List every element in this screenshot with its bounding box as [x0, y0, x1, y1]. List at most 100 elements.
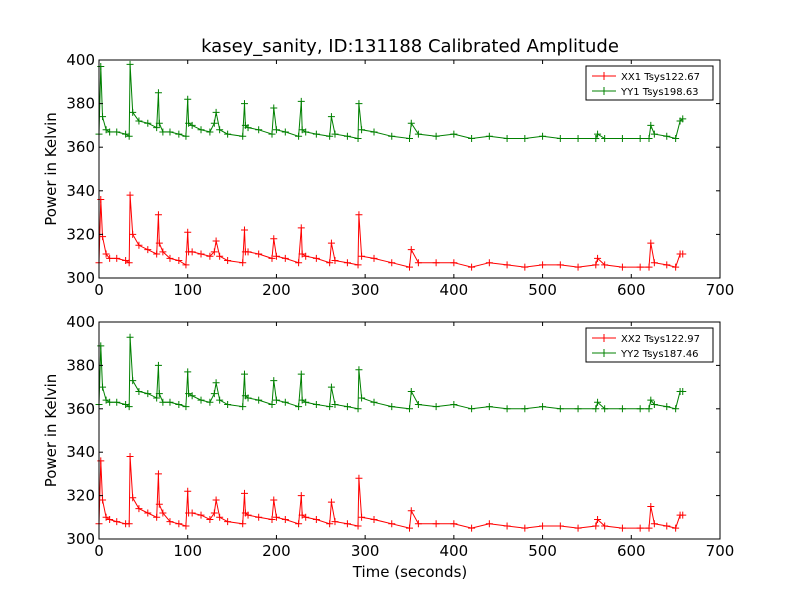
data-point [636, 263, 644, 271]
data-point [485, 403, 493, 411]
data-point [432, 132, 440, 140]
data-point [312, 254, 320, 262]
data-point [102, 396, 110, 404]
data-point [539, 522, 547, 530]
data-point [672, 405, 680, 413]
data-point [485, 132, 493, 140]
data-point [355, 211, 363, 219]
data-point [184, 95, 192, 103]
data-point [135, 117, 143, 125]
data-point [618, 405, 626, 413]
data-point [358, 126, 366, 134]
data-point [295, 132, 303, 140]
data-point [239, 132, 247, 140]
data-point [268, 130, 276, 138]
data-point [358, 394, 366, 402]
data-point [255, 513, 263, 521]
data-point [113, 398, 121, 406]
data-point [281, 128, 289, 136]
data-point [354, 261, 362, 269]
data-point [298, 511, 306, 519]
data-point [450, 259, 458, 267]
y-tick-label: 400 [66, 313, 95, 331]
data-point [327, 239, 335, 247]
data-point [129, 377, 137, 385]
data-point [485, 520, 493, 528]
data-point [144, 246, 152, 254]
data-point [414, 520, 422, 528]
data-point [370, 515, 378, 523]
data-point [125, 259, 133, 267]
data-point [155, 119, 163, 127]
data-point [216, 252, 224, 260]
data-point [594, 130, 602, 138]
data-point [521, 524, 529, 532]
data-point [298, 396, 306, 404]
y-tick-label: 300 [66, 269, 95, 287]
data-point [154, 89, 162, 97]
data-point [212, 379, 220, 387]
data-point [268, 254, 276, 262]
y-axis-label: Power in Kelvin [42, 374, 60, 488]
data-point [407, 507, 415, 515]
data-point [182, 522, 190, 530]
data-point [355, 474, 363, 482]
data-point [298, 126, 306, 134]
data-point [135, 241, 143, 249]
data-point [155, 239, 163, 247]
data-point [155, 500, 163, 508]
data-point [159, 509, 167, 517]
data-point [126, 453, 134, 461]
data-point [175, 130, 183, 138]
data-point [224, 518, 232, 526]
data-point [468, 524, 476, 532]
data-point [126, 191, 134, 199]
data-point [468, 405, 476, 413]
data-point [197, 250, 205, 258]
x-tick-label: 400 [440, 542, 469, 560]
data-point [113, 128, 121, 136]
data-point [244, 248, 252, 256]
data-point [521, 405, 529, 413]
data-point [298, 250, 306, 258]
data-point [414, 400, 422, 408]
data-point [97, 196, 105, 204]
data-point [679, 387, 687, 395]
data-point [240, 100, 248, 108]
legend-marker [600, 87, 608, 95]
x-tick-label: 100 [173, 281, 202, 299]
data-point [601, 405, 609, 413]
data-point [326, 403, 334, 411]
data-point [343, 259, 351, 267]
legend-entry: YY1 Tsys198.63 [620, 87, 699, 98]
data-point [521, 263, 529, 271]
data-point [663, 261, 671, 269]
data-point [239, 403, 247, 411]
data-point [268, 400, 276, 408]
y-tick-label: 380 [66, 95, 95, 113]
x-tick-label: 0 [94, 542, 104, 560]
data-point [188, 121, 196, 129]
data-point [106, 398, 114, 406]
data-point [206, 515, 214, 523]
data-point [450, 130, 458, 138]
data-point [197, 126, 205, 134]
data-point [650, 400, 658, 408]
data-point [97, 63, 105, 71]
data-point [281, 398, 289, 406]
data-point [650, 130, 658, 138]
data-point [154, 361, 162, 369]
data-point [370, 128, 378, 136]
data-point [244, 511, 252, 519]
x-tick-label: 200 [262, 281, 291, 299]
data-point [182, 132, 190, 140]
data-point [414, 259, 422, 267]
data-point [592, 405, 600, 413]
legend-box [585, 65, 714, 101]
data-point [355, 100, 363, 108]
data-point [343, 403, 351, 411]
data-point [539, 403, 547, 411]
data-point [503, 261, 511, 269]
data-point [154, 470, 162, 478]
